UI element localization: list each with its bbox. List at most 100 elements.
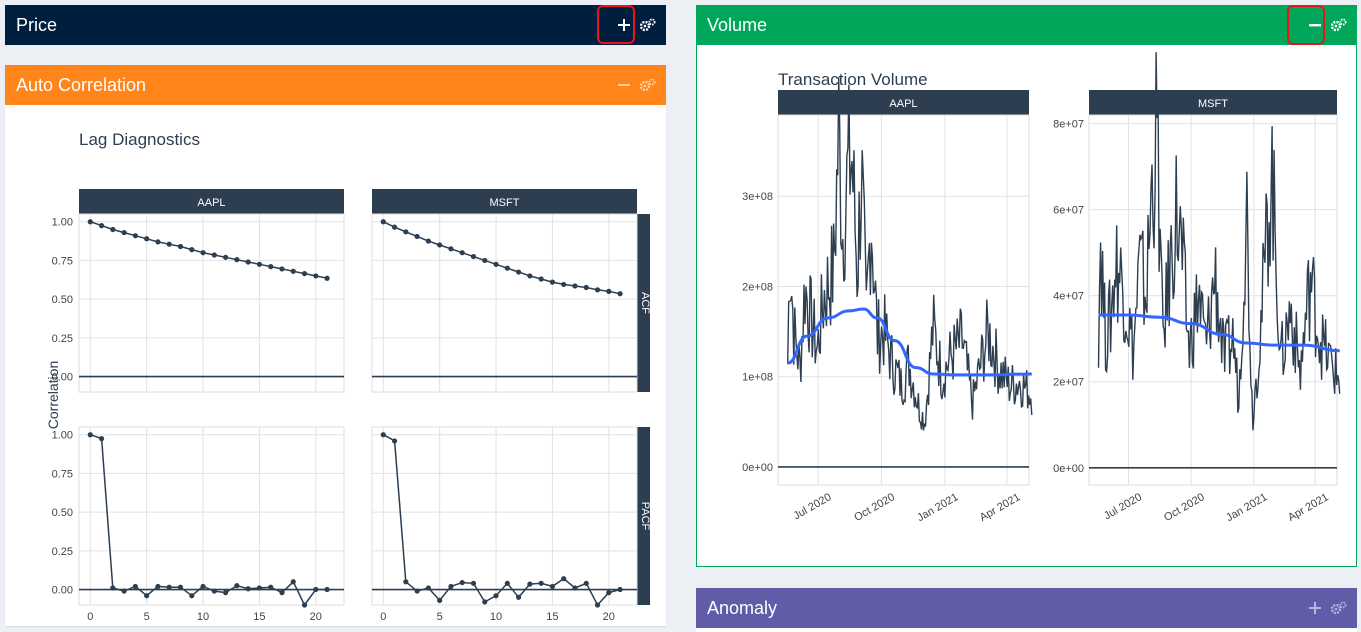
data-point: [144, 593, 150, 599]
data-point: [189, 247, 195, 253]
gears-icon[interactable]: [640, 78, 656, 92]
data-point: [177, 243, 184, 250]
anomaly-box-title: Anomaly: [707, 598, 778, 618]
data-point: [380, 219, 386, 225]
series-line-msft-pacf: [382, 434, 621, 607]
row-strip-label: PACF: [639, 502, 651, 531]
collapse-highlight-price: [597, 5, 635, 44]
y-tick-label: 1e+08: [742, 372, 773, 384]
series-line-aapl-acf: [90, 220, 328, 279]
y-tick-label: 4e+07: [1053, 291, 1084, 303]
y-tick-label: 0e+00: [742, 462, 773, 474]
data-point: [234, 583, 240, 589]
data-point: [110, 226, 116, 233]
data-point: [617, 291, 623, 297]
x-tick-label: 5: [437, 611, 443, 623]
data-point: [470, 580, 477, 586]
smoother-line-msft: [1098, 313, 1340, 353]
minus-icon[interactable]: [618, 79, 630, 91]
volume-line-aapl: [787, 77, 1033, 431]
data-point: [448, 246, 454, 252]
data-point: [166, 241, 172, 247]
x-tick-label: 5: [144, 611, 150, 623]
data-point: [482, 257, 488, 264]
data-point: [482, 599, 488, 605]
panel-bg: [78, 213, 345, 393]
y-tick-label: 0.00: [52, 372, 73, 384]
data-point: [606, 288, 612, 294]
data-point: [459, 250, 465, 256]
data-point: [380, 432, 386, 438]
data-point: [200, 583, 206, 590]
data-point: [155, 239, 161, 245]
data-point: [98, 436, 105, 442]
price-box-title: Price: [16, 15, 58, 35]
strip-msft: [1089, 90, 1337, 115]
y-tick-label: 3e+08: [742, 191, 773, 203]
row-strip-label: ACF: [639, 292, 651, 314]
collapse-highlight-volume: [1287, 5, 1325, 45]
x-tick-label: Jul 2020: [791, 491, 833, 522]
data-point: [594, 287, 601, 293]
y-tick-label: 0.25: [52, 333, 73, 345]
panel-bg: [371, 426, 638, 606]
data-point: [425, 238, 431, 244]
x-tick-label: 10: [490, 611, 502, 623]
row-strip-pacf: [637, 427, 650, 605]
data-point: [493, 593, 499, 599]
x-tick-label: 15: [253, 611, 265, 623]
y-tick-label: 1.00: [52, 430, 73, 442]
data-point: [527, 273, 533, 279]
panel-bg: [78, 426, 345, 606]
data-point: [222, 254, 229, 260]
minus-icon[interactable]: [1309, 19, 1321, 31]
panel-bg: [777, 114, 1030, 486]
data-point: [437, 597, 443, 603]
data-point: [414, 233, 420, 240]
data-point: [572, 283, 578, 289]
data-point: [245, 259, 251, 265]
price-box: Price: [5, 5, 666, 45]
y-tick-label: 0e+00: [1053, 463, 1084, 475]
gears-icon[interactable]: [1331, 18, 1347, 32]
y-tick-label: 0.75: [52, 468, 73, 480]
plus-icon[interactable]: [618, 19, 630, 31]
data-point: [268, 584, 274, 590]
data-point: [290, 579, 296, 585]
x-tick-label: Oct 2020: [852, 491, 897, 524]
chart-title: Lag Diagnostics: [79, 130, 200, 149]
y-tick-label: 0.75: [52, 255, 73, 267]
data-point: [403, 229, 409, 235]
acf-box-header: Auto Correlation: [5, 65, 666, 105]
x-tick-label: 0: [380, 611, 386, 623]
y-tick-label: 1.00: [52, 217, 73, 229]
data-point: [177, 584, 184, 590]
data-point: [313, 586, 319, 593]
data-point: [538, 580, 544, 586]
data-point: [256, 261, 263, 267]
y-axis-label: Correlation: [45, 361, 61, 429]
data-point: [572, 585, 578, 591]
data-point: [504, 580, 510, 586]
data-point: [549, 583, 556, 590]
volume-box-header: Volume: [696, 5, 1357, 45]
x-tick-label: 15: [546, 611, 558, 623]
panel-bg: [1088, 114, 1338, 486]
chart-title: Transaction Volume: [778, 70, 928, 89]
data-point: [459, 579, 465, 586]
y-tick-label: 6e+07: [1053, 205, 1084, 217]
data-point: [538, 276, 544, 282]
data-point: [437, 242, 443, 248]
plus-icon[interactable]: [1309, 602, 1321, 614]
data-point: [132, 583, 138, 590]
acf-box-title: Auto Correlation: [16, 75, 147, 95]
data-point: [144, 236, 150, 242]
data-point: [583, 580, 589, 586]
data-point: [606, 590, 612, 596]
data-point: [121, 588, 127, 594]
data-point: [189, 593, 195, 599]
y-tick-label: 0.50: [52, 294, 73, 306]
gears-icon[interactable]: [1331, 601, 1347, 615]
data-point: [110, 585, 116, 591]
gears-icon[interactable]: [640, 18, 656, 32]
